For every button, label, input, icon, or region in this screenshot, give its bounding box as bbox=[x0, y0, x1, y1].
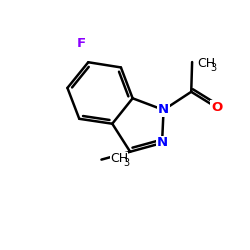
Text: O: O bbox=[211, 101, 222, 114]
Text: N: N bbox=[158, 104, 169, 117]
Text: N: N bbox=[156, 136, 168, 149]
Text: 3: 3 bbox=[124, 158, 130, 168]
Text: CH: CH bbox=[110, 152, 128, 165]
Text: 3: 3 bbox=[210, 64, 216, 74]
Text: CH: CH bbox=[197, 57, 215, 70]
Text: F: F bbox=[76, 37, 86, 50]
